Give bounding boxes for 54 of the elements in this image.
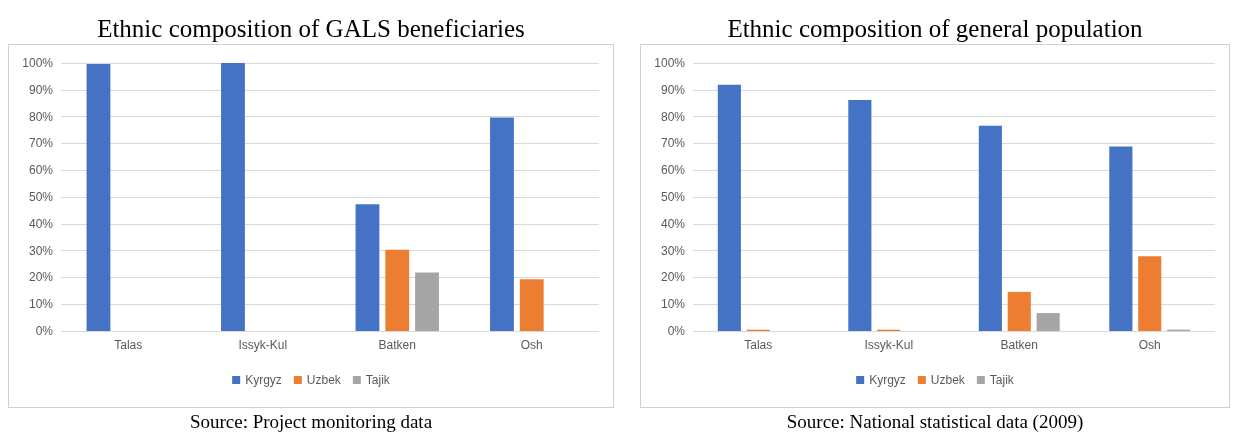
source-note: Source: Project monitoring data	[188, 410, 434, 434]
bar	[86, 64, 111, 331]
y-tick-label: 0%	[667, 324, 686, 338]
y-tick-label: 70%	[28, 136, 54, 151]
x-tick-label: Batken	[1000, 338, 1038, 352]
y-tick-label: 50%	[660, 190, 686, 204]
source-note: Source: National statistical data (2009)	[785, 410, 1085, 434]
x-tick-label: Osh	[520, 338, 543, 352]
legend-label: Uzbek	[306, 373, 342, 387]
chart-title: Ethnic composition of GALS beneficiaries	[96, 14, 526, 44]
y-tick-label: 40%	[660, 216, 686, 231]
y-tick-label: 100%	[22, 56, 54, 70]
bar	[1007, 291, 1031, 331]
y-tick-label: 90%	[660, 82, 686, 97]
legend-label: Tajik	[365, 373, 391, 387]
bar	[1138, 256, 1162, 331]
legend-label: Tajik	[989, 373, 1015, 387]
bar	[490, 117, 514, 331]
y-tick-label: 100%	[654, 56, 686, 70]
bar	[848, 99, 872, 331]
legend-label: Uzbek	[930, 373, 966, 387]
y-tick-label: 10%	[660, 297, 686, 312]
x-tick-label: Issyk-Kul	[238, 338, 288, 352]
x-tick-label: Issyk-Kul	[864, 338, 914, 352]
y-tick-label: 30%	[28, 243, 54, 258]
y-tick-label: 20%	[660, 270, 686, 285]
x-tick-label: Osh	[1138, 338, 1161, 352]
bar	[1109, 146, 1133, 331]
y-tick-label: 60%	[28, 163, 54, 178]
y-tick-label: 70%	[660, 136, 686, 151]
y-tick-label: 80%	[660, 109, 686, 124]
y-tick-label: 20%	[28, 270, 54, 285]
x-tick-label: Batken	[378, 338, 416, 352]
y-tick-label: 80%	[28, 109, 54, 124]
bar	[355, 204, 380, 331]
y-tick-label: 0%	[35, 324, 54, 338]
bar	[717, 84, 741, 331]
chart-title: Ethnic composition of general population	[726, 14, 1144, 44]
y-tick-label: 60%	[660, 163, 686, 178]
y-tick-label: 40%	[28, 216, 54, 231]
bar	[978, 125, 1002, 331]
x-tick-label: Talas	[744, 338, 773, 352]
bar	[385, 249, 410, 331]
y-tick-label: 50%	[28, 190, 54, 204]
legend-label: Kyrgyz	[245, 373, 282, 387]
y-tick-label: 10%	[28, 297, 54, 312]
bar	[1036, 313, 1060, 331]
legend-label: Kyrgyz	[869, 373, 906, 387]
bar	[221, 63, 245, 331]
y-tick-label: 30%	[660, 243, 686, 258]
x-tick-label: Talas	[114, 338, 143, 352]
bar	[519, 279, 544, 331]
y-tick-label: 90%	[28, 82, 54, 97]
bar	[415, 272, 439, 331]
